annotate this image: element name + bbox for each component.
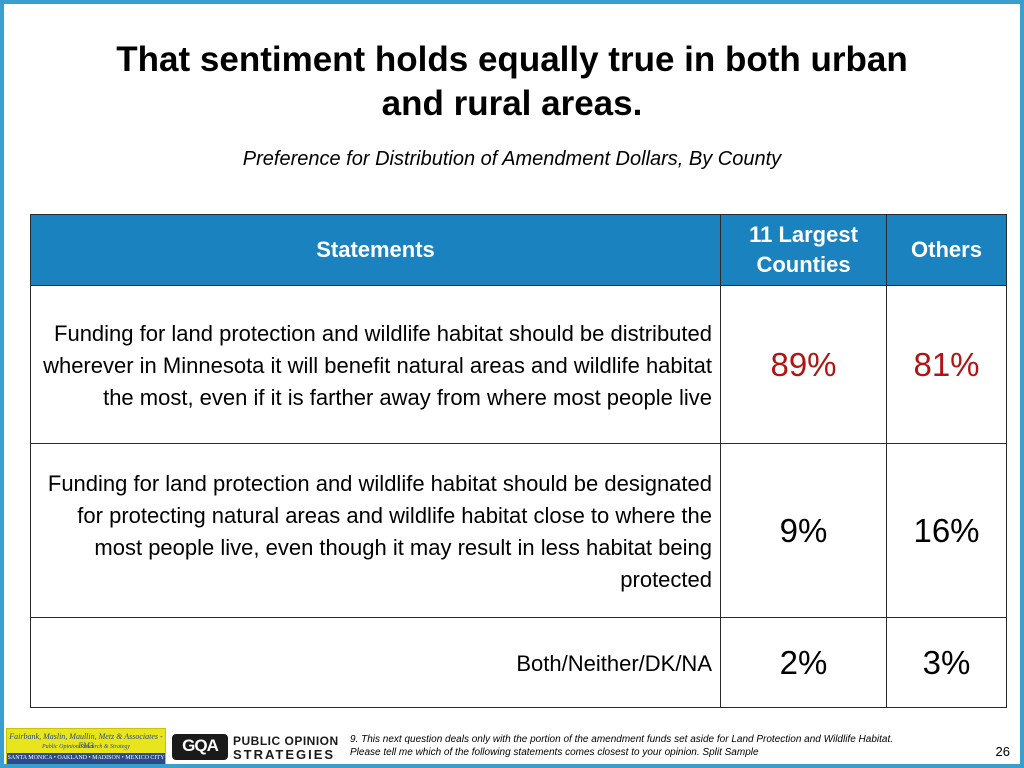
others-value: 16% bbox=[886, 443, 1007, 618]
statement-cell: Both/Neither/DK/NA bbox=[30, 617, 721, 708]
header-largest-counties: 11 Largest Counties bbox=[720, 214, 887, 286]
page-number: 26 bbox=[995, 744, 1010, 759]
table-header-row: Statements 11 Largest Counties Others bbox=[30, 214, 1007, 286]
pos-logo-mark: GQA bbox=[172, 734, 228, 760]
table-row: Funding for land protection and wildlife… bbox=[30, 443, 1007, 618]
fm3-logo: Fairbank, Maslin, Maullin, Metz & Associ… bbox=[6, 728, 166, 764]
footnote-line-1: 9. This next question deals only with th… bbox=[350, 734, 894, 745]
fm3-name: Fairbank, Maslin, Maullin, Metz & Associ… bbox=[9, 732, 163, 750]
footnote: 9. This next question deals only with th… bbox=[350, 733, 990, 759]
pos-logo-line2: STRATEGIES bbox=[233, 747, 336, 762]
title-line-1: That sentiment holds equally true in bot… bbox=[116, 40, 908, 79]
table-row: Funding for land protection and wildlife… bbox=[30, 285, 1007, 444]
pos-logo-line1: PUBLIC OPINION bbox=[233, 734, 339, 748]
header-statements: Statements bbox=[30, 214, 721, 286]
table-row: Both/Neither/DK/NA 2% 3% bbox=[30, 617, 1007, 708]
footnote-line-2: Please tell me which of the following st… bbox=[350, 747, 759, 758]
largest-counties-value: 89% bbox=[720, 285, 887, 444]
others-value: 81% bbox=[886, 285, 1007, 444]
largest-counties-value: 2% bbox=[720, 617, 887, 708]
slide-subtitle: Preference for Distribution of Amendment… bbox=[242, 148, 782, 170]
pos-logo-letters: GQA bbox=[182, 736, 219, 755]
header-others: Others bbox=[886, 214, 1007, 286]
title-line-2: and rural areas. bbox=[381, 84, 643, 123]
statement-cell: Funding for land protection and wildlife… bbox=[30, 285, 721, 444]
others-value: 3% bbox=[886, 617, 1007, 708]
slide-title: That sentiment holds equally true in bot… bbox=[20, 38, 1004, 126]
statement-cell: Funding for land protection and wildlife… bbox=[30, 443, 721, 618]
largest-counties-value: 9% bbox=[720, 443, 887, 618]
results-table: Statements 11 Largest Counties Others Fu… bbox=[30, 214, 1007, 708]
fm3-tagline: Public Opinion Research & Strategy bbox=[41, 744, 131, 750]
fm3-cities: SANTA MONICA • OAKLAND • MADISON • MEXIC… bbox=[7, 753, 165, 764]
